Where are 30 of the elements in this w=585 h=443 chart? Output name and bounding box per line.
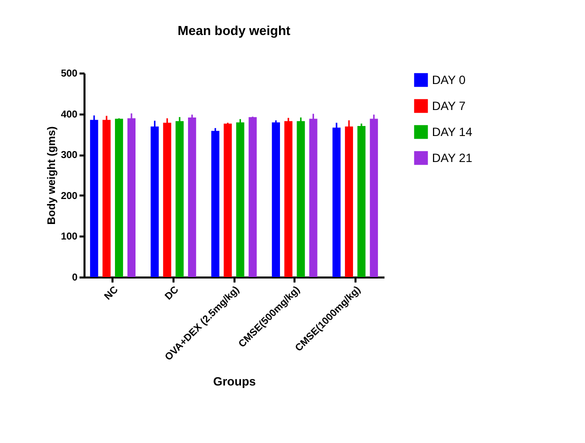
bar xyxy=(296,121,305,277)
bar xyxy=(272,122,280,277)
chart-title: Mean body weight xyxy=(178,23,292,38)
bar xyxy=(163,122,172,277)
x-tick-label: NC xyxy=(102,284,121,302)
y-tick-label: 0 xyxy=(72,272,78,284)
bar xyxy=(176,121,184,277)
bar xyxy=(370,118,378,277)
legend-label: DAY 21 xyxy=(432,151,473,165)
x-tick-label: DC xyxy=(163,284,182,302)
y-tick-label: 200 xyxy=(60,190,78,202)
bar xyxy=(102,120,111,277)
bar xyxy=(248,117,257,277)
bar xyxy=(188,117,196,277)
bar xyxy=(284,121,292,277)
y-tick-label: 500 xyxy=(60,68,78,80)
x-axis-title: Groups xyxy=(213,374,256,388)
bar xyxy=(90,120,98,277)
y-tick-label: 100 xyxy=(60,232,78,243)
legend-label: DAY 7 xyxy=(432,99,466,113)
legend-label: DAY 14 xyxy=(432,125,473,139)
bar xyxy=(211,130,220,277)
y-tick-label: 300 xyxy=(60,150,78,162)
bar xyxy=(236,122,244,277)
bar xyxy=(224,124,232,277)
y-tick-label: 400 xyxy=(60,109,78,120)
bar xyxy=(357,126,366,277)
y-axis-title: Body weight (gms) xyxy=(46,126,58,225)
legend-label: DAY 0 xyxy=(432,73,466,87)
bar xyxy=(114,118,124,277)
